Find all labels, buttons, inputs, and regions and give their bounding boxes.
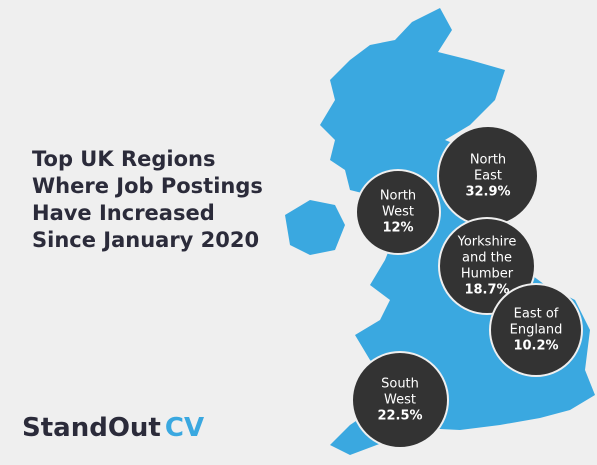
region-value: 10.2%: [513, 339, 558, 354]
region-value: 12%: [382, 221, 413, 236]
region-name: West: [382, 205, 414, 220]
region-name: Humber: [461, 267, 514, 282]
region-name: North: [470, 153, 506, 168]
region-name: West: [384, 393, 416, 408]
map-northern-ireland: [285, 200, 345, 255]
region-value: 32.9%: [465, 185, 510, 200]
logo-main: StandOut: [22, 413, 161, 443]
bubble-circle: [438, 217, 536, 315]
region-value: 18.7%: [464, 283, 509, 298]
bubble-circle: [355, 169, 441, 255]
title-line: Since January 2020: [32, 228, 259, 252]
bubble-circle: [351, 351, 449, 449]
region-name: England: [510, 323, 563, 338]
title-line: Top UK Regions: [32, 147, 215, 171]
logo-accent: CV: [165, 413, 204, 443]
title-line: Where Job Postings: [32, 174, 263, 198]
logo: StandOut CV: [22, 413, 204, 443]
region-name: South: [381, 377, 419, 392]
title-line: Have Increased: [32, 201, 215, 225]
bubble-circle: [489, 283, 583, 377]
region-name: Yorkshire: [457, 235, 517, 250]
region-name: East of: [514, 307, 559, 322]
region-name: and the: [462, 251, 512, 266]
region-name: East: [474, 169, 502, 184]
region-value: 22.5%: [377, 409, 422, 424]
region-name: North: [380, 189, 416, 204]
